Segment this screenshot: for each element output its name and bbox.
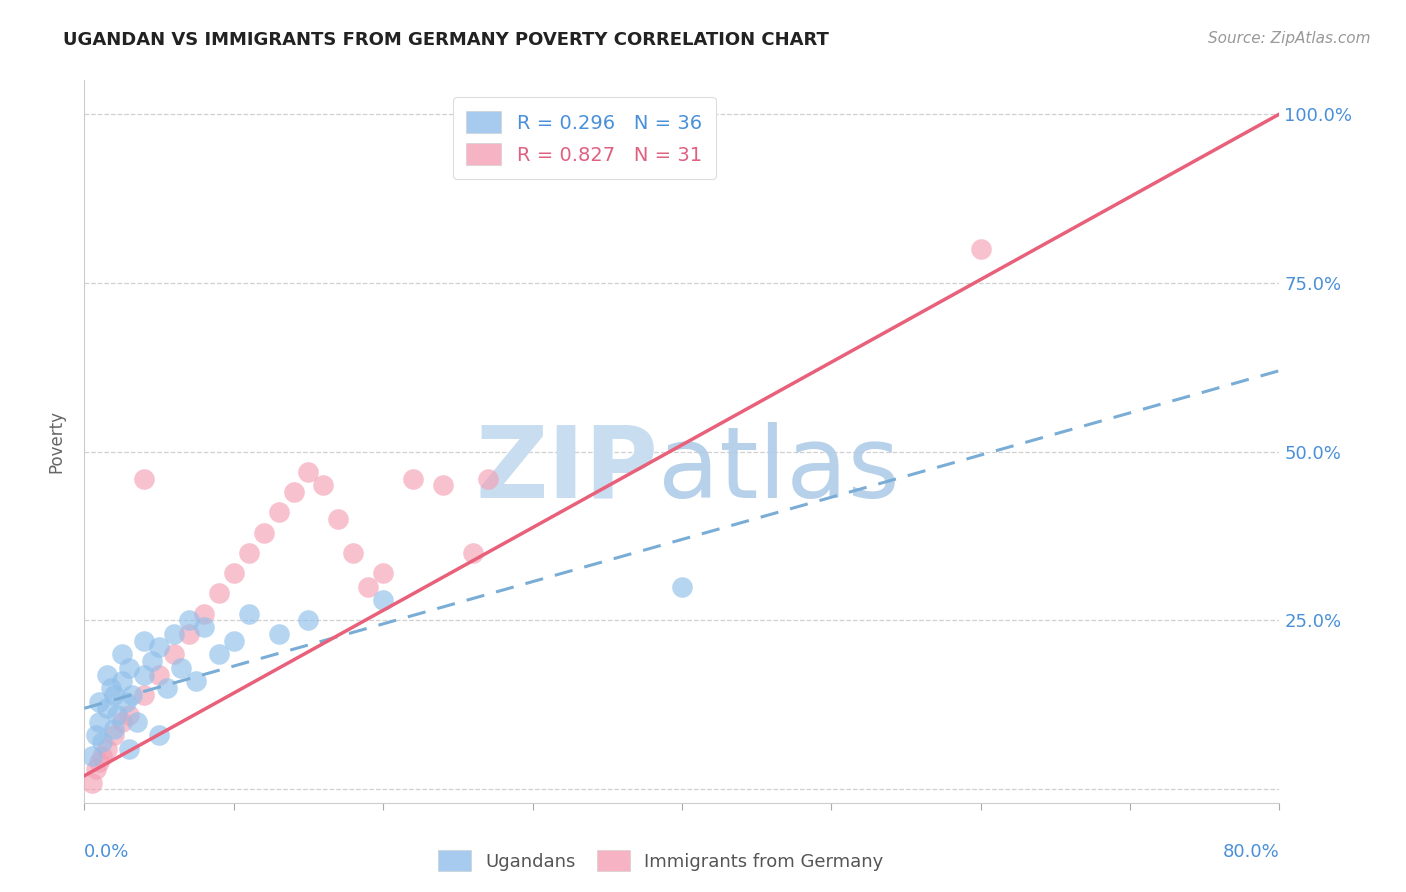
Point: [89, 714, 111, 729]
Point: [342, 546, 364, 560]
Point: [208, 586, 231, 600]
Point: [80, 775, 103, 789]
Point: [373, 566, 395, 581]
Legend: Ugandans, Immigrants from Germany: Ugandans, Immigrants from Germany: [432, 843, 890, 879]
Point: [96, 741, 118, 756]
Point: [125, 714, 148, 729]
Text: 80.0%: 80.0%: [1223, 843, 1279, 861]
Point: [193, 620, 215, 634]
Point: [103, 722, 125, 736]
Point: [432, 478, 454, 492]
Point: [170, 661, 193, 675]
Point: [357, 580, 380, 594]
Point: [155, 681, 177, 695]
Point: [115, 694, 138, 708]
Point: [186, 674, 208, 689]
Point: [86, 728, 108, 742]
Point: [91, 735, 114, 749]
Point: [238, 607, 260, 621]
Point: [105, 708, 128, 723]
Point: [132, 688, 156, 702]
Point: [238, 546, 260, 560]
Point: [461, 546, 484, 560]
Text: 0.0%: 0.0%: [84, 843, 129, 861]
Point: [177, 614, 200, 628]
Point: [373, 593, 395, 607]
Point: [111, 714, 134, 729]
Point: [267, 627, 290, 641]
Point: [267, 505, 290, 519]
Point: [193, 607, 215, 621]
Point: [91, 748, 114, 763]
Point: [118, 708, 141, 723]
Point: [312, 478, 335, 492]
Point: [96, 701, 118, 715]
Point: [89, 756, 111, 770]
Point: [253, 525, 276, 540]
Point: [148, 667, 170, 681]
Point: [477, 472, 499, 486]
Point: [402, 472, 425, 486]
Point: [141, 654, 163, 668]
Point: [222, 633, 245, 648]
Text: ZIP: ZIP: [475, 422, 658, 519]
Point: [103, 728, 125, 742]
Point: [148, 728, 170, 742]
Text: Source: ZipAtlas.com: Source: ZipAtlas.com: [1208, 31, 1371, 46]
Point: [89, 694, 111, 708]
Point: [132, 633, 156, 648]
Point: [118, 661, 141, 675]
Point: [96, 667, 118, 681]
Point: [208, 647, 231, 661]
Point: [103, 688, 125, 702]
Y-axis label: Poverty: Poverty: [48, 410, 66, 473]
Point: [111, 674, 134, 689]
Point: [328, 512, 350, 526]
Text: UGANDAN VS IMMIGRANTS FROM GERMANY POVERTY CORRELATION CHART: UGANDAN VS IMMIGRANTS FROM GERMANY POVER…: [63, 31, 830, 49]
Point: [163, 627, 186, 641]
Point: [163, 647, 186, 661]
Point: [111, 647, 134, 661]
Point: [283, 485, 305, 500]
Point: [100, 681, 122, 695]
Point: [148, 640, 170, 655]
Text: atlas: atlas: [658, 422, 900, 519]
Point: [86, 762, 108, 776]
Point: [222, 566, 245, 581]
Point: [132, 472, 156, 486]
Point: [177, 627, 200, 641]
Point: [970, 242, 993, 256]
Point: [121, 688, 143, 702]
Point: [297, 465, 319, 479]
Point: [671, 580, 693, 594]
Point: [297, 614, 319, 628]
Legend: R = 0.296   N = 36, R = 0.827   N = 31: R = 0.296 N = 36, R = 0.827 N = 31: [453, 97, 716, 179]
Point: [80, 748, 103, 763]
Point: [118, 741, 141, 756]
Point: [132, 667, 156, 681]
